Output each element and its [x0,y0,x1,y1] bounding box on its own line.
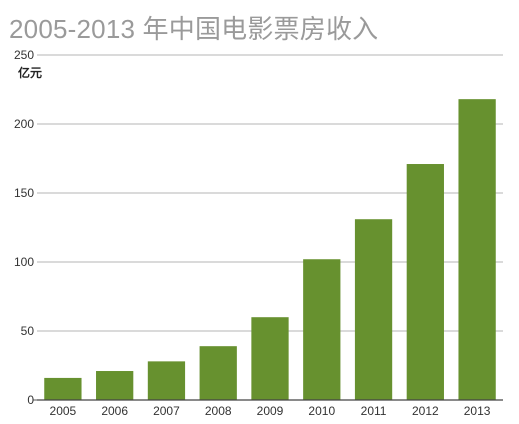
bar-2008 [199,346,237,400]
bar-2005 [44,377,82,400]
bar-2006 [96,371,134,400]
bar-2012 [406,164,444,400]
x-tick-label-2011: 2011 [361,404,387,418]
y-tick-label-0: 0 [27,393,34,407]
x-tick-label-2013: 2013 [464,404,491,418]
bar-2013 [458,99,496,400]
x-tick-label-2010: 2010 [308,404,335,418]
tick-labels: 0 50 100 150 200 250 2005 2006 2007 2008 2009 2010 2… [14,48,491,418]
y-axis-unit-label: 亿元 [18,65,42,80]
chart-title: 2005-2013 年中国电影票房收入 [9,14,379,44]
y-tick-label-50: 50 [21,324,35,338]
x-tick-label-2006: 2006 [101,404,128,418]
x-tick-label-2009: 2009 [257,404,284,418]
x-tick-label-2007: 2007 [153,404,180,418]
bar-2010 [303,259,341,400]
bar-2011 [354,219,393,400]
bar-2007 [147,361,186,400]
x-tick-label-2012: 2012 [412,404,439,418]
y-tick-label-100: 100 [14,255,34,269]
y-tick-label-200: 200 [14,117,34,131]
bar-2009 [251,317,289,400]
bars [44,99,496,400]
x-tick-label-2005: 2005 [50,404,77,418]
y-tick-label-250: 250 [14,48,34,62]
x-tick-label-2008: 2008 [205,404,232,418]
y-tick-label-150: 150 [14,186,34,200]
